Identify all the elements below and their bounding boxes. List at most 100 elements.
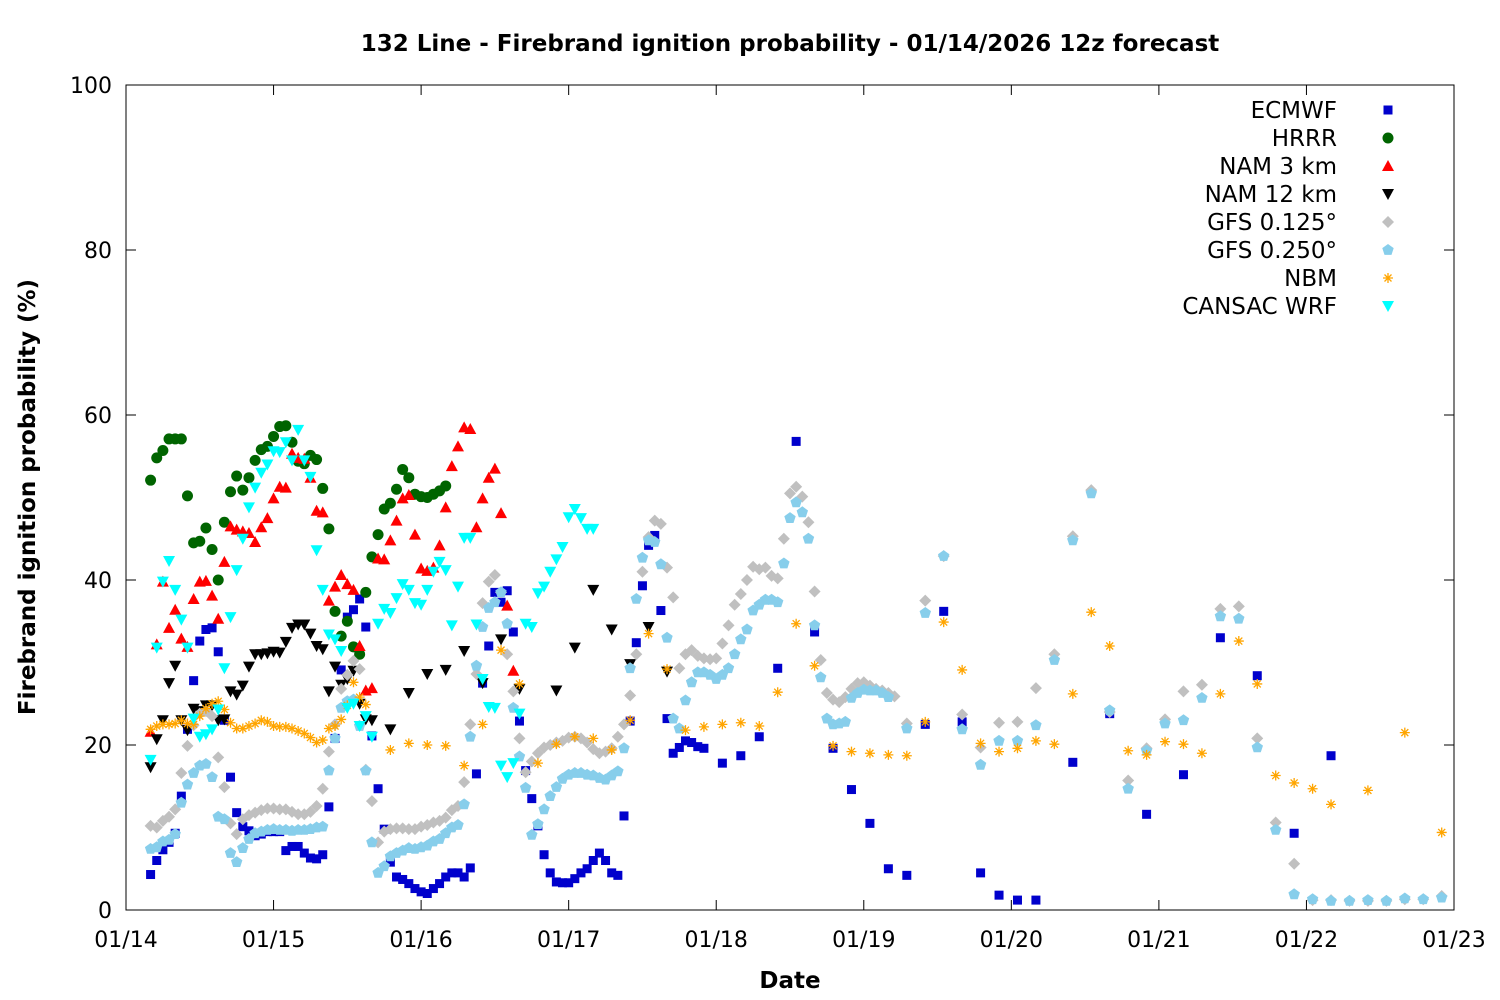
data-point: [1049, 739, 1060, 750]
data-point: [501, 599, 514, 611]
data-point: [390, 822, 403, 835]
x-tick-label: 01/23: [1422, 928, 1485, 953]
data-point: [576, 868, 586, 878]
data-point: [322, 745, 335, 758]
data-point: [1252, 678, 1263, 689]
x-tick-label: 01/20: [980, 928, 1043, 953]
data-point: [169, 603, 182, 615]
data-point: [194, 711, 205, 722]
data-point: [1233, 636, 1244, 647]
data-point: [440, 480, 452, 492]
data-point: [169, 828, 181, 839]
data-point: [1343, 894, 1356, 906]
data-point: [976, 868, 986, 878]
data-point: [249, 536, 262, 548]
data-point: [791, 618, 802, 629]
data-point: [158, 845, 168, 855]
data-point: [268, 430, 280, 442]
data-point: [839, 715, 851, 727]
data-point: [354, 648, 366, 660]
data-point: [335, 645, 348, 657]
data-point: [187, 713, 200, 725]
data-point: [1306, 893, 1319, 905]
data-point: [378, 860, 390, 872]
data-point: [249, 482, 262, 494]
data-point: [784, 512, 796, 523]
data-point: [243, 472, 255, 484]
data-point: [280, 721, 291, 732]
data-point: [243, 721, 254, 732]
data-point: [163, 678, 176, 690]
data-point: [649, 536, 661, 547]
data-point: [570, 874, 580, 884]
data-point: [1436, 827, 1447, 838]
data-point: [532, 758, 543, 769]
data-point: [698, 721, 709, 732]
data-point: [298, 455, 311, 467]
data-point: [170, 718, 181, 729]
data-point: [256, 715, 267, 726]
data-point: [310, 545, 323, 557]
data-point: [206, 710, 219, 723]
data-point: [237, 484, 249, 496]
legend-item-cansac-wrf: CANSAC WRF: [1182, 294, 1394, 320]
data-point: [699, 743, 709, 753]
data-point: [212, 612, 225, 624]
data-point: [644, 540, 654, 550]
data-point: [224, 847, 237, 858]
data-point: [150, 642, 163, 654]
data-point: [238, 822, 248, 832]
x-tick-label: 01/19: [832, 928, 895, 953]
legend-label: GFS 0.125°: [1207, 210, 1337, 236]
data-point: [1214, 610, 1227, 622]
legend-label: NAM 12 km: [1205, 182, 1337, 208]
data-point: [396, 579, 409, 591]
data-point: [230, 565, 243, 577]
data-point: [225, 717, 236, 728]
legend-marker: [1383, 105, 1393, 115]
data-point: [901, 722, 913, 734]
data-point: [994, 890, 1004, 900]
data-point: [231, 856, 243, 867]
data-point: [1195, 678, 1208, 691]
data-point: [187, 592, 200, 604]
legend-marker: [1382, 216, 1394, 228]
data-point: [1123, 745, 1134, 756]
y-tick-label: 60: [84, 404, 112, 429]
legend-marker: [1383, 273, 1393, 283]
data-point: [261, 512, 274, 524]
data-point: [226, 772, 236, 782]
data-point: [249, 454, 261, 466]
data-point: [1270, 824, 1282, 835]
data-point: [1289, 828, 1299, 838]
data-point: [422, 740, 433, 750]
data-point: [397, 463, 409, 475]
data-point: [484, 641, 494, 651]
data-point: [310, 800, 323, 813]
data-point: [385, 744, 396, 755]
data-point: [440, 740, 451, 751]
data-point: [207, 698, 218, 709]
legend-item-nbm: NBM: [1284, 266, 1393, 292]
data-point: [347, 654, 360, 667]
data-point: [385, 857, 395, 867]
data-point: [163, 810, 176, 823]
data-point: [501, 617, 513, 629]
data-point: [488, 702, 501, 714]
data-point: [230, 689, 243, 701]
data-point: [316, 644, 329, 656]
data-point: [624, 689, 637, 702]
data-point: [662, 714, 672, 724]
data-point: [335, 682, 348, 695]
data-point: [919, 594, 932, 607]
data-point: [199, 729, 212, 741]
data-point: [231, 470, 243, 482]
legend-item-nam-3-km: NAM 3 km: [1219, 154, 1394, 180]
data-point: [581, 736, 594, 749]
data-point: [538, 803, 550, 815]
data-point: [470, 619, 483, 631]
data-point: [151, 452, 163, 464]
data-point: [273, 803, 286, 816]
data-point: [772, 596, 784, 608]
data-point: [643, 628, 654, 639]
